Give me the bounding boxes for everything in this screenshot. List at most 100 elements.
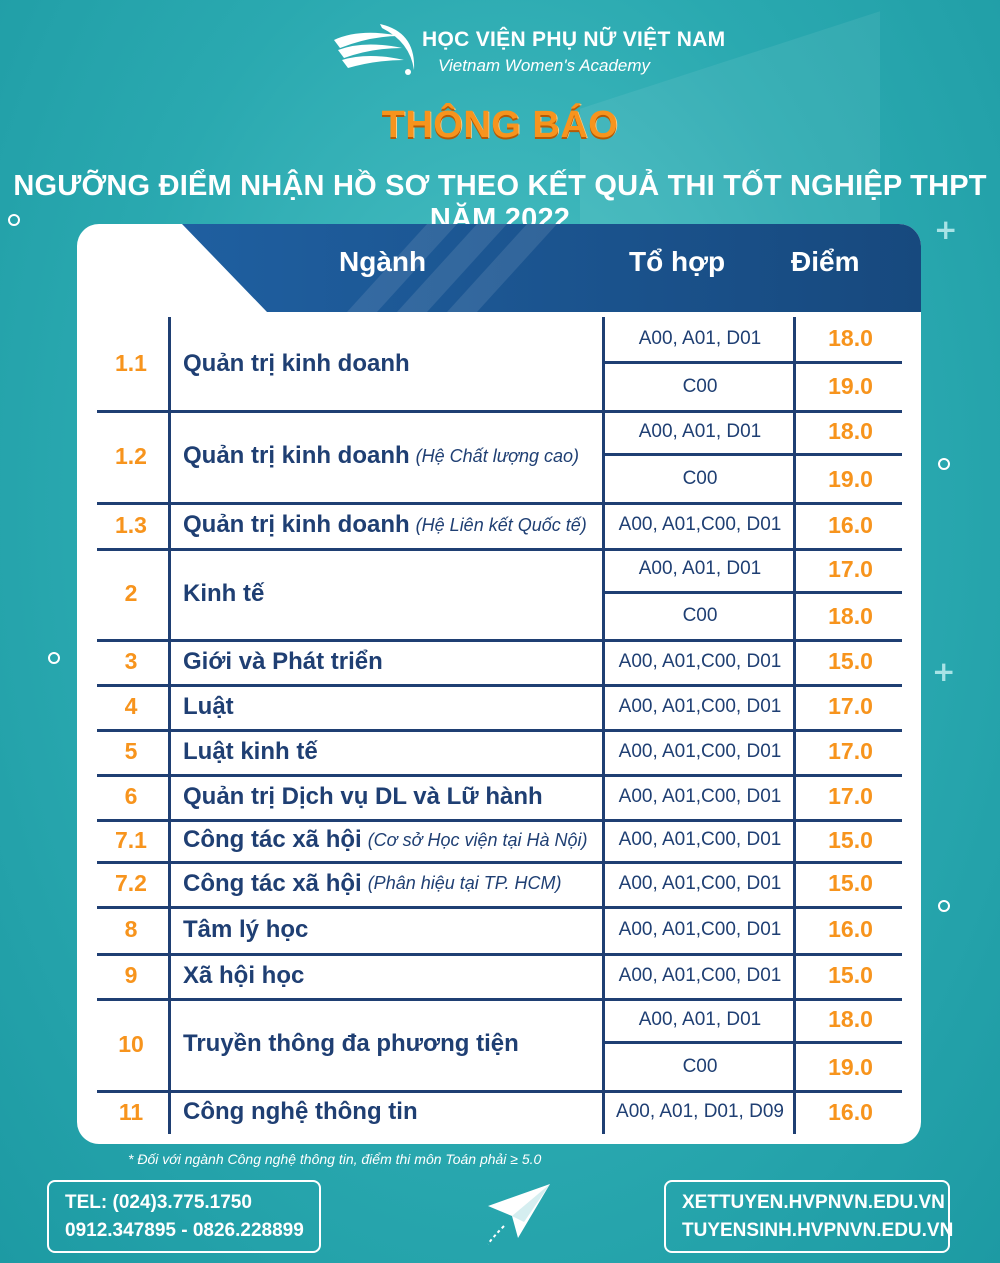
row-number: 7.2 bbox=[115, 870, 147, 896]
combination-cell: A00, A01,C00, D01 bbox=[602, 861, 795, 906]
bird-wing-logo-icon bbox=[334, 24, 415, 75]
combination-cell: A00, A01, D01 bbox=[602, 317, 795, 361]
major-note: (Cơ sở Học viện tại Hà Nội) bbox=[367, 829, 588, 850]
combination-cell: C00 bbox=[602, 456, 795, 502]
combination-row: A00, A01,C00, D01 17.0 bbox=[602, 729, 902, 774]
combination-cell: A00, A01,C00, D01 bbox=[602, 684, 795, 729]
combination-group: A00, A01,C00, D01 17.0 bbox=[602, 774, 902, 819]
combination-cell: A00, A01,C00, D01 bbox=[602, 639, 795, 684]
row-number: 2 bbox=[124, 580, 138, 606]
table-header-band bbox=[182, 224, 921, 312]
major-cell: Quản trị Dịch vụ DL và Lữ hành bbox=[168, 774, 601, 819]
score-cell: 17.0 bbox=[793, 774, 905, 819]
score-cell: 19.0 bbox=[793, 1044, 905, 1090]
decor-plus: + bbox=[932, 655, 956, 688]
combination-cell: A00, A01,C00, D01 bbox=[602, 502, 795, 548]
major-cell: Kinh tế bbox=[168, 548, 601, 639]
table-row: 6 Quản trị Dịch vụ DL và Lữ hành A00, A01,… bbox=[97, 774, 902, 822]
decor-circle bbox=[48, 652, 60, 664]
row-number: 8 bbox=[124, 916, 138, 942]
combination-cell: A00, A01,C00, D01 bbox=[602, 774, 795, 819]
table-row: 1.2 Quản trị kinh doanh (Hệ Chất lượng cao… bbox=[97, 410, 902, 505]
combination-cell: A00, A01, D01 bbox=[602, 410, 795, 453]
notice-title: THÔNG BÁO bbox=[381, 104, 619, 146]
combination-row: C00 19.0 bbox=[602, 1044, 902, 1090]
major-cell: Tâm lý học bbox=[168, 906, 601, 953]
table-row: 11 Công nghệ thông tin A00, A01, D01, D09 1… bbox=[97, 1090, 902, 1134]
table-row: 5 Luật kinh tế A00, A01,C00, D01 17.0 bbox=[97, 729, 902, 777]
column-header-major: Ngành bbox=[339, 246, 427, 277]
table-row: 1.1 Quản trị kinh doanh A00, A01, D01 18.0 C… bbox=[97, 317, 902, 413]
table-row: 4 Luật A00, A01,C00, D01 17.0 bbox=[97, 684, 902, 732]
combination-group: A00, A01,C00, D01 17.0 bbox=[602, 729, 902, 774]
website-contact-box: XETTUYEN.HVPNVN.EDU.VN TUYENSINH.HVPNVN.… bbox=[664, 1180, 954, 1253]
combination-row: A00, A01, D01 18.0 bbox=[602, 317, 902, 364]
institution-name-en: Vietnam Women's Academy bbox=[438, 56, 651, 75]
combination-group: A00, A01, D01, D09 16.0 bbox=[602, 1090, 902, 1134]
major-cell: Quản trị kinh doanh (Hệ Liên kết Quốc tế) bbox=[168, 502, 601, 548]
major-cell: Công nghệ thông tin bbox=[168, 1090, 601, 1134]
combination-group: A00, A01,C00, D01 15.0 bbox=[602, 861, 902, 906]
row-number: 1.2 bbox=[115, 442, 147, 469]
combination-row: A00, A01,C00, D01 15.0 bbox=[602, 953, 902, 998]
major-name: Tâm lý học bbox=[183, 915, 309, 943]
score-cell: 17.0 bbox=[793, 548, 905, 591]
combination-cell: A00, A01, D01 bbox=[602, 548, 795, 591]
score-cell: 16.0 bbox=[793, 906, 905, 953]
row-number: 10 bbox=[118, 1030, 144, 1057]
combination-cell: C00 bbox=[602, 363, 795, 410]
table-row: 1.3 Quản trị kinh doanh (Hệ Liên kết Quốc … bbox=[97, 502, 902, 551]
academy-logo: HỌC VIỆN PHỤ NỮ VIỆT NAM Vietnam Women's… bbox=[330, 18, 725, 84]
major-name: Công nghệ thông tin bbox=[183, 1098, 418, 1125]
combination-cell: A00, A01,C00, D01 bbox=[602, 729, 795, 774]
major-cell: Luật kinh tế bbox=[168, 729, 601, 774]
column-header-score: Điểm bbox=[791, 246, 860, 277]
combination-row: C00 19.0 bbox=[602, 363, 902, 410]
row-number: 9 bbox=[124, 962, 138, 988]
major-note: (Hệ Chất lượng cao) bbox=[415, 445, 580, 466]
major-cell: Giới và Phát triển bbox=[168, 639, 601, 684]
major-name: Truyền thông đa phương tiện bbox=[183, 1030, 519, 1057]
row-number: 3 bbox=[124, 648, 138, 674]
major-name: Quản trị kinh doanh bbox=[183, 349, 410, 377]
combination-cell: A00, A01, D01 bbox=[602, 998, 795, 1041]
combination-group: A00, A01, D01 18.0 C00 19.0 bbox=[602, 998, 902, 1090]
major-name: Quản trị kinh doanh bbox=[183, 511, 410, 538]
major-cell: Quản trị kinh doanh bbox=[168, 317, 601, 410]
row-number: 11 bbox=[118, 1098, 144, 1125]
website-line-1[interactable]: XETTUYEN.HVPNVN.EDU.VN bbox=[682, 1192, 945, 1213]
score-cell: 17.0 bbox=[793, 729, 905, 774]
combination-group: A00, A01,C00, D01 15.0 bbox=[602, 639, 902, 684]
combination-row: C00 19.0 bbox=[602, 456, 902, 502]
threshold-table: Ngành Tổ hợp Điểm 1.1 Quản trị kinh doanh… bbox=[77, 224, 921, 1144]
major-cell: Xã hội học bbox=[168, 953, 601, 998]
combination-row: A00, A01,C00, D01 17.0 bbox=[602, 684, 902, 729]
score-cell: 15.0 bbox=[793, 861, 905, 906]
score-cell: 18.0 bbox=[793, 998, 905, 1041]
paper-plane-icon bbox=[487, 1184, 550, 1245]
score-cell: 18.0 bbox=[793, 410, 905, 453]
major-name: Quản trị Dịch vụ DL và Lữ hành bbox=[183, 782, 543, 810]
score-cell: 18.0 bbox=[793, 317, 905, 361]
decor-circle bbox=[938, 458, 950, 470]
combination-row: A00, A01,C00, D01 15.0 bbox=[602, 861, 902, 906]
row-number: 1.1 bbox=[115, 350, 147, 376]
combination-group: A00, A01, D01 18.0 C00 19.0 bbox=[602, 317, 902, 410]
major-cell: Truyền thông đa phương tiện bbox=[168, 998, 601, 1090]
notice-subtitle: NGƯỠNG ĐIỂM NHẬN HỒ SƠ THEO KẾT QUẢ THI … bbox=[13, 170, 987, 235]
row-number: 4 bbox=[124, 693, 138, 719]
table-row: 9 Xã hội học A00, A01,C00, D01 15.0 bbox=[97, 953, 902, 1001]
major-note: (Phân hiệu tại TP. HCM) bbox=[367, 873, 562, 893]
combination-group: A00, A01,C00, D01 15.0 bbox=[602, 819, 902, 861]
combination-group: A00, A01, D01 17.0 C00 18.0 bbox=[602, 548, 902, 639]
column-header-combination: Tổ hợp bbox=[629, 246, 726, 277]
website-line-2[interactable]: TUYENSINH.HVPNVN.EDU.VN bbox=[682, 1220, 954, 1241]
table-row: 7.2 Công tác xã hội (Phân hiệu tại TP. HCM… bbox=[97, 861, 902, 909]
combination-row: A00, A01, D01 18.0 bbox=[602, 998, 902, 1044]
major-name: Kinh tế bbox=[183, 579, 265, 607]
combination-row: A00, A01, D01 17.0 bbox=[602, 548, 902, 594]
score-cell: 15.0 bbox=[793, 639, 905, 684]
phone-line-1: TEL: (024)3.775.1750 bbox=[65, 1192, 252, 1213]
combination-group: A00, A01,C00, D01 15.0 bbox=[602, 953, 902, 998]
decor-circle bbox=[938, 900, 950, 912]
